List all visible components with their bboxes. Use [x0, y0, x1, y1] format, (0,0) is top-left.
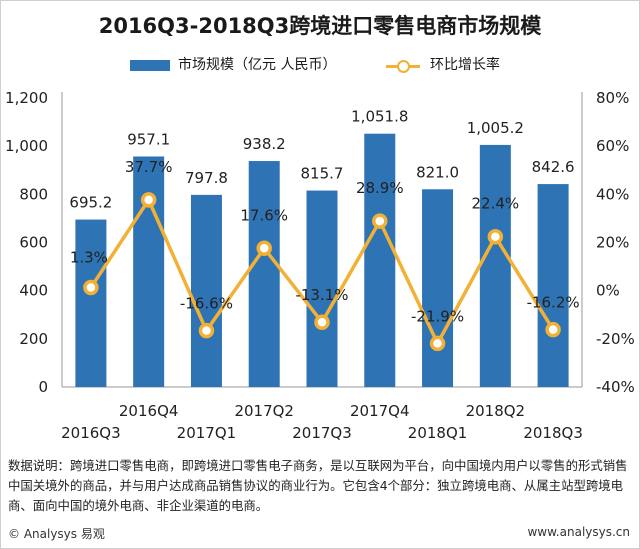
x-tick-label: 2018Q3	[523, 424, 583, 442]
bar	[75, 219, 107, 387]
line-point	[314, 314, 330, 330]
line-point	[198, 322, 215, 339]
y-left-tick-label: 400	[19, 282, 48, 300]
x-tick-label: 2016Q4	[119, 402, 179, 420]
growth-value-label: 17.6%	[240, 206, 288, 224]
chart-title: 2016Q3-2018Q3跨境进口零售电商市场规模	[98, 14, 542, 38]
bar	[133, 156, 165, 387]
footer-brand: © Analysys 易观	[8, 527, 105, 541]
y-right-tick-label: 80%	[596, 89, 629, 107]
y-right-tick-label: -20%	[596, 330, 635, 348]
y-left-tick-label: 1,000	[5, 137, 48, 155]
bar	[306, 190, 338, 387]
y-left-tick-label: 200	[19, 330, 48, 348]
bar	[537, 184, 569, 387]
bar-value-label: 797.8	[185, 169, 228, 187]
bar-value-label: 938.2	[243, 135, 286, 153]
footer-url: www.analysys.cn	[527, 525, 630, 539]
bar-value-label: 1,005.2	[467, 119, 524, 137]
growth-value-label: 1.3%	[70, 249, 108, 267]
line-point	[83, 279, 99, 296]
y-right-tick-label: -40%	[596, 378, 635, 396]
x-tick-label: 2016Q3	[61, 424, 121, 442]
x-tick-label: 2017Q3	[292, 424, 352, 442]
legend-line-marker	[397, 60, 410, 73]
y-left-tick-label: 800	[19, 185, 48, 203]
growth-value-label: -13.1%	[295, 286, 348, 304]
line-point	[140, 192, 157, 208]
line-point	[487, 228, 504, 245]
y-right-tick-label: 40%	[596, 185, 629, 203]
bar-value-label: 695.2	[69, 194, 112, 212]
bar	[248, 161, 280, 387]
growth-value-label: -16.2%	[527, 294, 580, 312]
y-left-tick-label: 0	[38, 378, 48, 396]
y-left-tick-label: 1,200	[5, 89, 48, 107]
bar-value-label: 957.1	[127, 130, 170, 148]
x-tick-label: 2017Q2	[234, 402, 294, 420]
bar	[422, 189, 454, 387]
legend-bar-label: 市场规模（亿元 人民币）	[178, 57, 337, 73]
combo-chart: 0 200 400 600 800 1,000 1,200 -40% -20% 0% 20% 40% 6…	[5, 89, 635, 442]
y-left-tick-label: 600	[19, 234, 48, 252]
line-point	[256, 240, 272, 257]
bar	[190, 194, 222, 387]
x-tick-label: 2018Q2	[466, 402, 526, 420]
bar	[479, 144, 511, 387]
growth-value-label: -16.6%	[180, 295, 233, 313]
y-right-tick-label: 0%	[596, 282, 620, 300]
line-point	[372, 213, 388, 229]
x-tick-label: 2017Q1	[177, 424, 237, 442]
growth-value-label: 22.4%	[472, 195, 520, 213]
legend-line-label: 环比增长率	[430, 57, 500, 73]
bar-value-label: 821.0	[416, 163, 459, 181]
growth-value-label: 37.7%	[125, 158, 173, 176]
growth-value-label: 28.9%	[356, 179, 404, 197]
y-right-tick-label: 60%	[596, 137, 629, 155]
line-point	[429, 335, 446, 352]
line-point	[545, 321, 561, 338]
x-tick-label: 2018Q1	[408, 424, 468, 442]
bar	[364, 133, 396, 387]
x-tick-label: 2017Q4	[350, 402, 410, 420]
y-right-tick-label: 20%	[596, 234, 629, 252]
bar-value-label: 1,051.8	[351, 108, 408, 126]
growth-value-label: -21.9%	[411, 307, 464, 325]
data-note: 数据说明：跨境进口零售电商，即跨境进口零售电子商务，是以互联网为平台，向中国境内…	[8, 458, 628, 513]
bar-value-label: 842.6	[532, 158, 575, 176]
bar-value-label: 815.7	[301, 165, 344, 183]
legend-bar-swatch	[130, 60, 170, 71]
